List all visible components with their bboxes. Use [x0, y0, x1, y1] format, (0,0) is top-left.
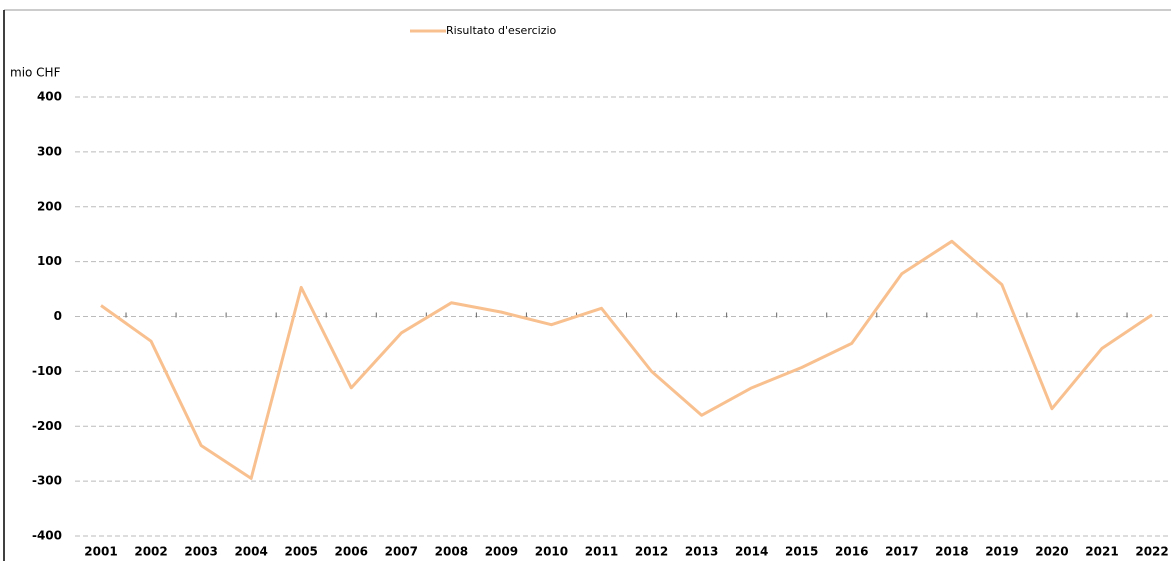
x-tick-label: 2001 — [84, 545, 117, 559]
x-tick-label: 2013 — [685, 545, 718, 559]
x-tick-label: 2019 — [985, 545, 1018, 559]
y-axis-label: mio CHF — [10, 66, 61, 80]
x-tick-label: 2017 — [885, 545, 918, 559]
x-tick-label: 2002 — [134, 545, 167, 559]
x-tick-label: 2015 — [785, 545, 818, 559]
y-tick-label: 100 — [37, 254, 62, 268]
x-tick-label: 2007 — [385, 545, 418, 559]
x-tick-label: 2021 — [1085, 545, 1118, 559]
x-tick-label: 2003 — [184, 545, 217, 559]
x-tick-label: 2009 — [485, 545, 518, 559]
x-tick-label: 2004 — [234, 545, 267, 559]
x-tick-label: 2005 — [284, 545, 317, 559]
y-tick-label: -400 — [32, 529, 62, 543]
x-tick-label: 2016 — [835, 545, 868, 559]
x-tick-label: 2011 — [585, 545, 618, 559]
x-tick-label: 2008 — [435, 545, 468, 559]
y-tick-label: 300 — [37, 144, 62, 158]
x-tick-label: 2018 — [935, 545, 968, 559]
x-tick-label: 2006 — [335, 545, 368, 559]
x-tick-label: 2020 — [1035, 545, 1068, 559]
y-tick-label: 200 — [37, 199, 62, 213]
y-tick-label: -200 — [32, 419, 62, 433]
y-tick-label: 400 — [37, 90, 62, 104]
x-tick-label: 2012 — [635, 545, 668, 559]
y-tick-label: 0 — [54, 309, 62, 323]
x-tick-label: 2022 — [1135, 545, 1168, 559]
legend-label: Risultato d'esercizio — [446, 24, 557, 37]
y-tick-label: -300 — [32, 474, 62, 488]
x-tick-label: 2014 — [735, 545, 768, 559]
data-line — [100, 239, 1153, 480]
y-tick-label: -100 — [32, 364, 62, 378]
x-tick-label: 2010 — [535, 545, 568, 559]
